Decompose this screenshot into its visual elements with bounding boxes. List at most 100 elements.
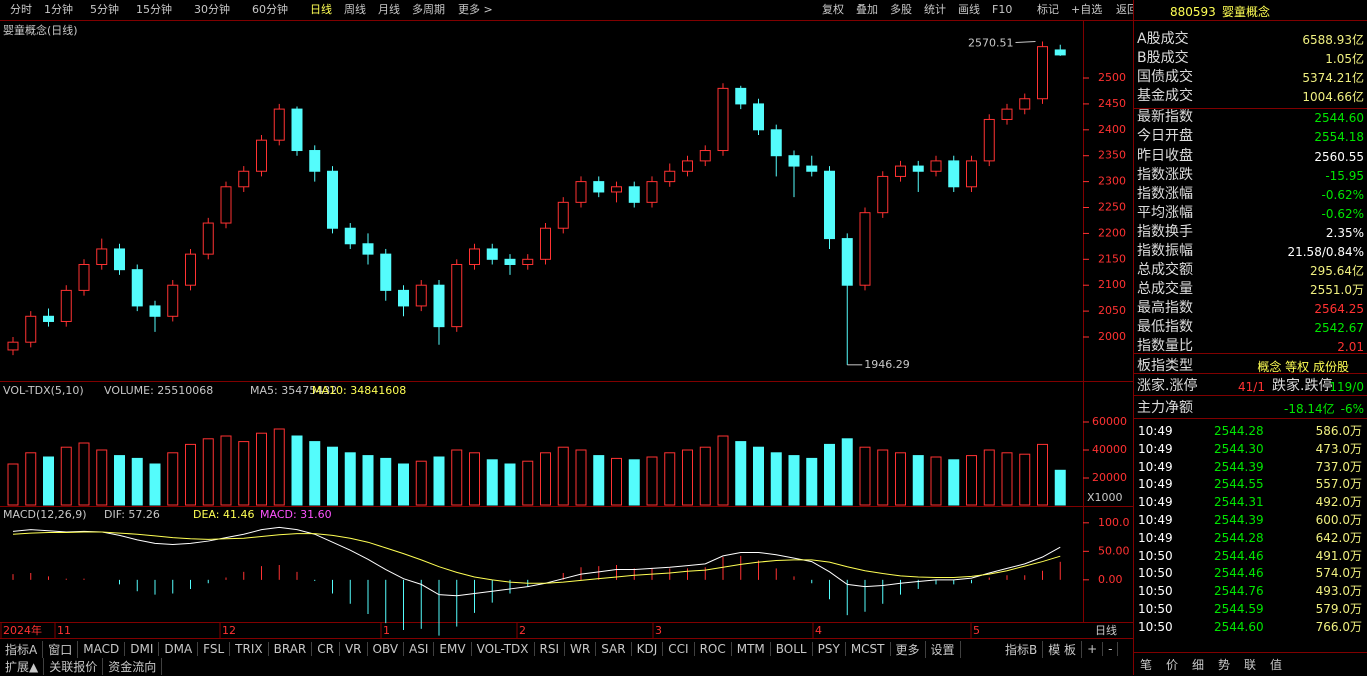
tool-button[interactable]: +自选 <box>1071 3 1102 16</box>
tool-button[interactable]: 标记 <box>1037 2 1059 16</box>
tool-button[interactable]: 统计 <box>924 3 946 16</box>
tab[interactable]: 更多 <box>891 640 926 658</box>
volume-bar <box>717 435 729 506</box>
quote-tab[interactable]: 细 <box>1192 658 1205 672</box>
tab[interactable]: TRIX <box>230 642 269 656</box>
tab[interactable]: EMV <box>434 642 472 656</box>
tab[interactable]: RSI <box>535 642 566 656</box>
tab[interactable]: DMI <box>125 642 160 656</box>
tab[interactable]: CR <box>312 642 340 656</box>
quote-tab[interactable]: 联 <box>1244 658 1257 672</box>
tab[interactable]: BOLL <box>771 642 813 656</box>
tab[interactable]: MACD <box>78 642 126 656</box>
tab[interactable]: DMA <box>159 642 199 656</box>
tab[interactable]: 扩展▲ <box>0 657 45 675</box>
tab[interactable]: KDJ <box>632 642 664 656</box>
tab[interactable]: SAR <box>596 642 632 656</box>
tab[interactable]: 关联报价 <box>44 657 104 675</box>
trade-volume: 579.0万 <box>1315 602 1362 616</box>
volume-bar <box>78 442 90 506</box>
quote-value: -0.62% <box>1321 207 1364 221</box>
x-label: 5 <box>973 624 980 637</box>
trade-time: 10:49 <box>1138 441 1173 456</box>
tab[interactable]: PSY <box>813 642 846 656</box>
quote-label: B股成交 <box>1137 50 1189 66</box>
y-tick-label: 2450 <box>1098 97 1126 110</box>
annotation-arrow <box>1015 40 1036 43</box>
candle-body <box>788 155 800 167</box>
trade-volume: 737.0万 <box>1315 459 1362 474</box>
volume-bar <box>788 455 800 506</box>
candle-body <box>185 253 196 286</box>
quote-tab[interactable]: 势 <box>1218 658 1231 672</box>
quote-panel: 880593 婴童概念 A股成交 6588.93亿 B股成交 1.05亿 国债成交 5374.… <box>1133 0 1367 675</box>
volume-bar <box>1019 453 1031 506</box>
y-tick-label: 2400 <box>1098 123 1126 136</box>
tab[interactable]: MCST <box>846 642 891 656</box>
period-tab[interactable]: 60分钟 <box>252 2 288 16</box>
y-tick-label: 0.00 <box>1098 573 1123 586</box>
candle-body <box>824 170 835 240</box>
tab[interactable]: VOL-TDX <box>472 642 535 656</box>
candle-body <box>149 305 161 317</box>
quote-value: 295.64亿 <box>1310 264 1364 278</box>
tab[interactable]: 窗口 <box>43 640 79 658</box>
volume-bar <box>753 446 764 506</box>
tab[interactable]: ROC <box>695 642 732 656</box>
tab[interactable]: WR <box>565 642 597 656</box>
volume-bar <box>824 443 835 506</box>
tool-button[interactable]: 复权 <box>822 2 844 16</box>
tool-button[interactable]: 叠加 <box>856 3 878 16</box>
quote-tab[interactable]: 笔 <box>1140 658 1153 672</box>
quote-value: 2.01 <box>1337 340 1364 354</box>
quote-label: 昨日收盘 <box>1137 148 1193 164</box>
period-tab[interactable]: 30分钟 <box>194 2 230 16</box>
quote-value: 2560.55 <box>1314 150 1364 164</box>
period-tab[interactable]: 5分钟 <box>90 2 119 16</box>
quote-label: 基金成交 <box>1137 88 1193 104</box>
tool-button[interactable]: 多股 <box>890 2 912 16</box>
tab[interactable]: VR <box>340 642 368 656</box>
tab[interactable]: OBV <box>368 642 405 656</box>
volume-bar <box>433 456 445 506</box>
volume-bar <box>522 460 534 506</box>
y-tick-label: 2150 <box>1098 252 1126 265</box>
tab[interactable]: - <box>1103 642 1119 656</box>
indicator-header: VOL-TDX(5,10) <box>3 384 84 397</box>
trade-time: 10:50 <box>1138 619 1173 634</box>
tab[interactable]: 指标A <box>0 640 44 658</box>
tab[interactable]: 设置 <box>926 640 961 658</box>
period-tab[interactable]: 更多 > <box>458 2 493 16</box>
tab[interactable]: 资金流向 <box>103 657 163 675</box>
volume-bar <box>220 435 232 506</box>
tab[interactable]: FSL <box>198 642 231 656</box>
tab[interactable]: MTM <box>732 642 771 656</box>
trade-volume: 766.0万 <box>1315 619 1362 634</box>
period-tab[interactable]: 月线 <box>378 2 400 16</box>
tab[interactable]: BRAR <box>269 642 313 656</box>
quote-value: 2551.0万 <box>1310 283 1364 297</box>
tool-button[interactable]: 返回 <box>1116 3 1133 16</box>
period-tab[interactable]: 多周期 <box>412 2 445 16</box>
y-tick-label: 50.00 <box>1098 544 1130 557</box>
quote-value: 2542.67 <box>1314 321 1364 335</box>
indicator-header: MA10: 34841608 <box>312 384 406 397</box>
volume-bar <box>149 463 161 506</box>
period-tab[interactable]: 周线 <box>344 2 366 16</box>
quote-tab[interactable]: 值 <box>1270 658 1283 672</box>
tab[interactable]: 模 板 <box>1043 640 1083 658</box>
period-tab[interactable]: 15分钟 <box>136 2 172 16</box>
quote-label: 最新指数 <box>1137 109 1193 125</box>
period-tab[interactable]: 分时 <box>10 3 32 16</box>
quote-tab[interactable]: 价 <box>1166 658 1179 672</box>
volume-bar <box>114 455 125 506</box>
period-tab[interactable]: 日线 <box>310 2 332 16</box>
tool-button[interactable]: 画线 <box>958 2 980 16</box>
tab[interactable]: + <box>1082 642 1104 656</box>
tool-button[interactable]: F10 <box>992 3 1012 16</box>
x-label: 12 <box>222 624 236 637</box>
tab[interactable]: CCI <box>663 642 695 656</box>
tab[interactable]: ASI <box>404 642 435 656</box>
period-tab[interactable]: 1分钟 <box>44 2 73 16</box>
tab[interactable]: 指标B <box>1000 640 1044 658</box>
